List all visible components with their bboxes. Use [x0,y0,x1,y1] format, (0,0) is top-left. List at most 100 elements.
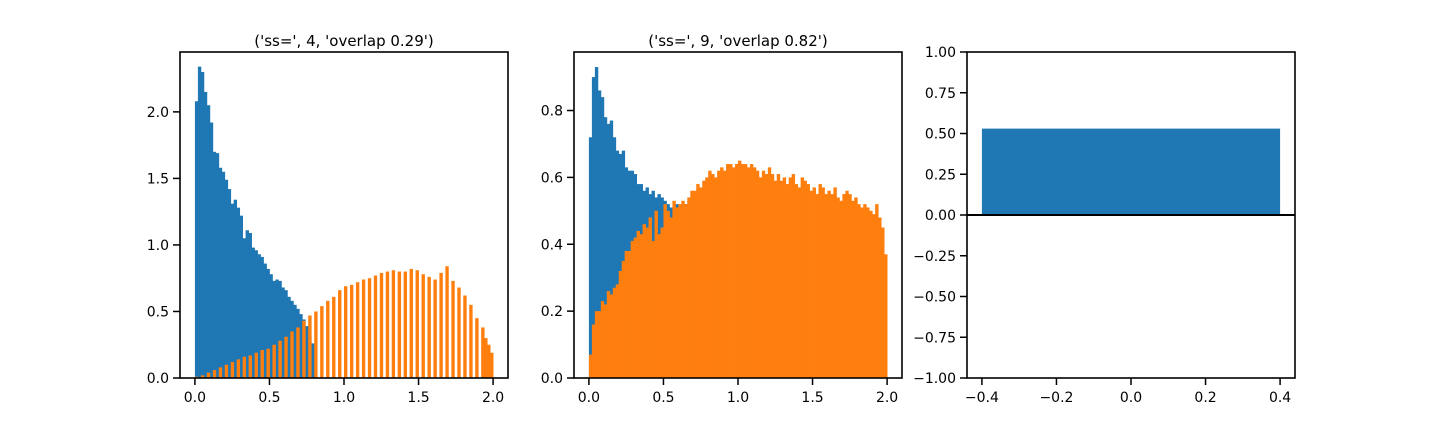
histogram-bar-series-1 [729,164,733,378]
histogram-bar-series-1 [248,355,252,378]
x-tick-label: 0.5 [258,390,280,406]
histogram-bar-series-1 [723,170,727,378]
histogram-bar-series-1 [609,294,614,378]
histogram-bar-series-0 [239,215,244,378]
y-tick-label: 0.2 [541,304,563,320]
axes: −0.4 −0.2 0.0 0.2 0.4 −1.00 −0.75 −0.50 −0.25 0.0… [913,45,1296,406]
histogram-bar-series-1 [484,338,488,378]
histogram-bar-series-0 [233,199,238,378]
histogram-bar-series-1 [714,177,718,378]
histogram-bar-series-1 [597,311,602,378]
histogram-bar-series-1 [651,240,655,378]
histogram-bar-series-1 [648,217,652,378]
histogram-bar-series-1 [260,350,264,378]
histogram-bar-series-1 [391,270,396,378]
histogram-bar-series-1 [743,164,748,378]
histogram-bar-series-1 [761,170,766,378]
x-tick-label: 0.2 [1194,390,1216,406]
chart-title: ('ss=', 4, 'overlap 0.29') [254,32,434,50]
histogram-bar-series-0 [293,304,297,378]
y-tick-label: 0.25 [925,167,956,183]
histogram-bar-series-1 [705,177,709,378]
x-tick-label: −0.4 [965,390,999,406]
histogram-bar-series-0 [275,279,279,378]
histogram-bar-series-1 [669,217,673,378]
histogram-bar-series-1 [809,190,813,378]
histogram-bar-series-0 [242,238,246,378]
histogram-bar-series-1 [881,227,885,378]
y-tick-label: 0.50 [925,127,956,143]
bar-layer [981,128,1281,215]
histogram-bar-series-1 [740,164,745,378]
histogram-bar-series-0 [212,151,217,378]
histogram-bar-series-1 [591,324,596,378]
histogram-bar-series-0 [206,105,211,378]
histogram-bar-series-1 [851,200,855,378]
histogram-bar-series-1 [818,184,822,378]
histogram-bar-series-1 [699,187,703,378]
histogram-bar-series-0 [209,122,214,379]
histogram-bar-series-1 [266,348,270,378]
histogram-bar-series-1 [284,336,288,378]
bar [981,128,1281,215]
histogram-bar-series-0 [224,179,229,378]
histogram-bar-series-1 [866,207,870,378]
axes: 0.0 0.5 1.0 1.5 2.0 0.0 0.5 1.0 1.5 2.0 [147,51,509,406]
histogram-bar-series-0 [597,90,602,378]
histogram-bar-series-1 [200,375,205,378]
histogram-bar-series-1 [735,164,739,378]
y-tick-label: −0.75 [913,330,956,346]
bar-panel-overlap: −0.4 −0.2 0.0 0.2 0.4 −1.00 −0.75 −0.50 −0.25 0.0… [913,45,1296,406]
histogram-bar-series-0 [251,247,255,378]
y-tick-label: 0.0 [541,371,563,387]
histogram-bar-series-1 [621,260,626,378]
histogram-bar-series-0 [311,343,315,378]
histogram-bar-series-1 [361,279,366,378]
histogram-bar-series-0 [299,314,303,378]
histogram-bar-series-1 [627,250,632,378]
histogram-bar-series-1 [690,190,694,378]
histogram-bar-series-1 [606,291,611,378]
histogram-bar-series-1 [681,200,685,378]
histogram-bar-series-1 [830,194,834,378]
histogram-bar-series-0 [603,117,608,378]
histogram-bar-series-0 [269,274,273,378]
histogram-bar-series-1 [367,278,372,378]
y-tick-label: 1.0 [147,238,169,254]
histogram-bar-series-1 [675,207,679,378]
histogram-bar-series-1 [770,174,775,378]
histogram-bar-series-1 [645,227,649,378]
histogram-bar-series-1 [314,311,318,378]
histogram-bar-series-1 [702,180,706,378]
y-tick-label: 0.8 [541,104,563,120]
histogram-bar-series-0 [257,254,261,378]
histogram-bar-series-1 [684,204,688,378]
histogram-bar-series-1 [612,287,617,378]
histogram-bar-series-1 [833,187,837,378]
histogram-bar-series-1 [355,282,360,378]
histogram-bar-series-1 [672,200,676,378]
histogram-bar-series-0 [254,250,258,378]
histogram-bar-series-1 [785,184,790,378]
x-tick-label: 0.4 [1269,390,1291,406]
histogram-bar-series-1 [860,207,864,378]
y-tick-label: 0.75 [925,86,956,102]
histogram-bar-series-1 [693,190,697,378]
histogram-bar-series-1 [475,318,479,378]
histogram-bar-series-1 [827,190,831,378]
histogram-bar-series-1 [481,327,485,378]
histogram-bar-series-0 [266,268,270,378]
y-tick-label: 1.00 [925,45,956,61]
x-tick-label: −0.2 [1039,390,1073,406]
histogram-bar-series-0 [263,263,267,378]
histogram-bar-series-0 [609,120,614,378]
histogram-bar-series-1 [344,286,348,378]
histogram-bar-series-1 [726,164,730,378]
histogram-bar-series-0 [236,207,241,378]
histogram-bar-series-1 [845,190,849,378]
histogram-bar-series-1 [848,194,852,378]
histogram-bar-series-0 [230,203,235,378]
histogram-bar-series-1 [720,167,724,378]
y-tick-label: −1.00 [913,371,956,387]
